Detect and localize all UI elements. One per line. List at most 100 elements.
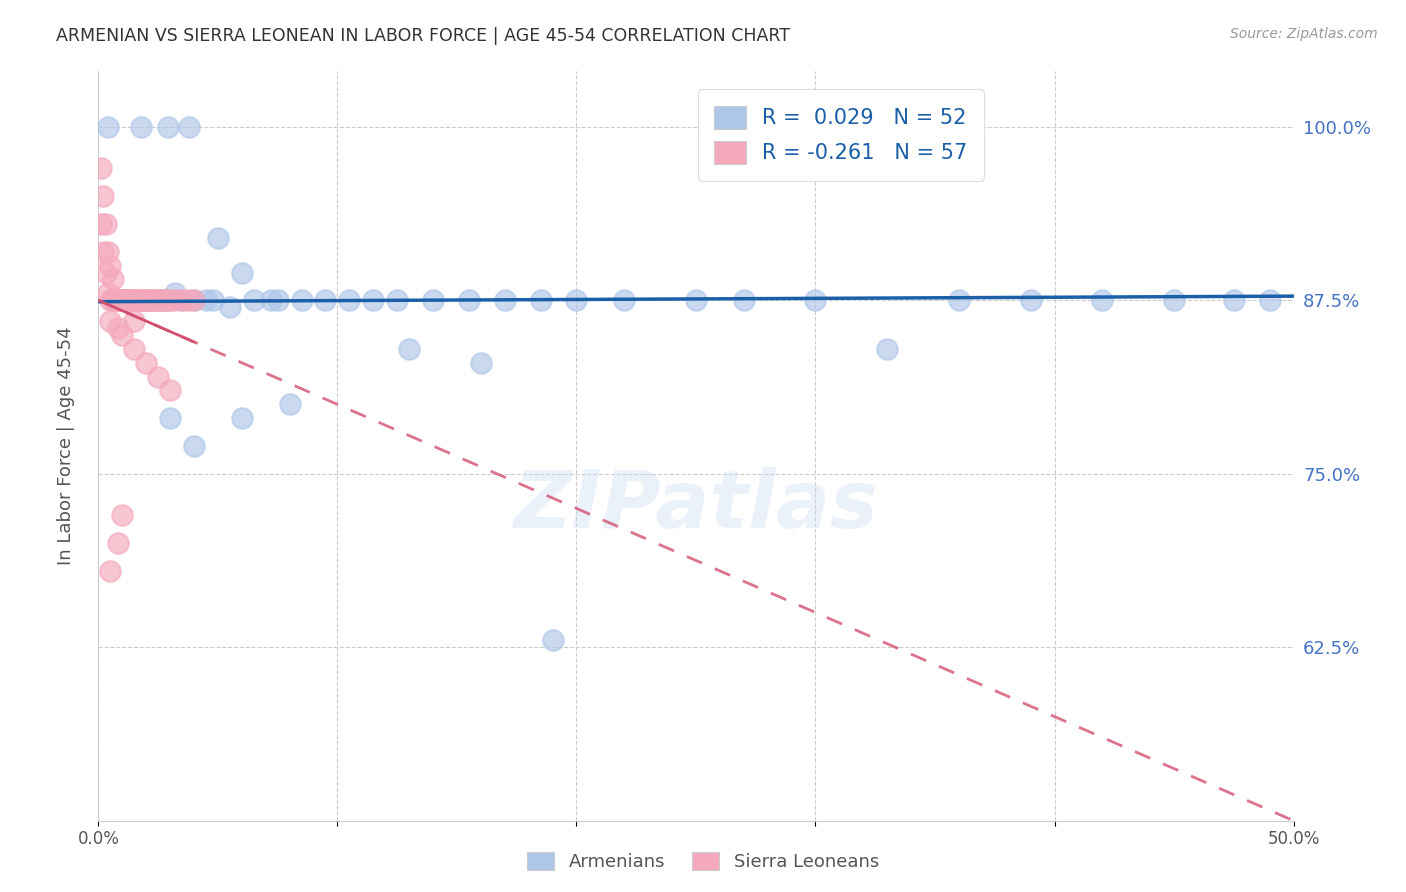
Point bbox=[131, 120, 153, 134]
Text: ARMENIAN VS SIERRA LEONEAN IN LABOR FORCE | AGE 45-54 CORRELATION CHART: ARMENIAN VS SIERRA LEONEAN IN LABOR FORC… bbox=[56, 27, 790, 45]
Point bbox=[124, 293, 146, 308]
Point bbox=[107, 293, 129, 308]
Point bbox=[1019, 293, 1042, 308]
Point bbox=[159, 411, 181, 425]
Point bbox=[94, 266, 117, 280]
Point bbox=[172, 293, 194, 308]
Point bbox=[148, 293, 170, 308]
Point bbox=[91, 244, 114, 259]
Point bbox=[97, 120, 120, 134]
Point bbox=[98, 259, 122, 273]
Point bbox=[530, 293, 553, 308]
Point bbox=[259, 293, 281, 308]
Point bbox=[124, 293, 146, 308]
Point bbox=[398, 342, 420, 356]
Point bbox=[207, 231, 229, 245]
Point bbox=[267, 293, 290, 308]
Legend: R =  0.029   N = 52, R = -0.261   N = 57: R = 0.029 N = 52, R = -0.261 N = 57 bbox=[697, 89, 984, 180]
Point bbox=[118, 293, 141, 308]
Point bbox=[163, 293, 186, 308]
Point bbox=[385, 293, 409, 308]
Point bbox=[98, 564, 122, 578]
Point bbox=[685, 293, 707, 308]
Point bbox=[98, 314, 122, 328]
Point bbox=[135, 293, 157, 308]
Point bbox=[339, 293, 361, 308]
Point bbox=[231, 266, 253, 280]
Point bbox=[107, 293, 129, 308]
Point bbox=[163, 286, 186, 301]
Point bbox=[97, 286, 120, 301]
Point bbox=[108, 293, 131, 308]
Point bbox=[111, 293, 134, 308]
Point bbox=[422, 293, 444, 308]
Point bbox=[90, 161, 112, 176]
Point bbox=[156, 120, 179, 134]
Point bbox=[124, 314, 146, 328]
Point bbox=[124, 293, 146, 308]
Point bbox=[470, 356, 492, 370]
Point bbox=[1091, 293, 1114, 308]
Point bbox=[1163, 293, 1185, 308]
Point bbox=[97, 244, 120, 259]
Point bbox=[219, 300, 242, 314]
Point bbox=[135, 293, 157, 308]
Point bbox=[202, 293, 225, 308]
Point bbox=[148, 293, 170, 308]
Y-axis label: In Labor Force | Age 45-54: In Labor Force | Age 45-54 bbox=[56, 326, 75, 566]
Point bbox=[114, 293, 136, 308]
Point bbox=[107, 536, 129, 550]
Point bbox=[231, 411, 253, 425]
Point bbox=[115, 293, 138, 308]
Point bbox=[172, 293, 194, 308]
Text: ZIPatlas: ZIPatlas bbox=[513, 467, 879, 545]
Point bbox=[733, 293, 755, 308]
Point bbox=[139, 293, 162, 308]
Point bbox=[152, 293, 174, 308]
Point bbox=[565, 293, 588, 308]
Point bbox=[155, 293, 177, 308]
Point bbox=[139, 293, 162, 308]
Point bbox=[111, 508, 134, 523]
Point bbox=[115, 293, 138, 308]
Point bbox=[94, 217, 117, 231]
Point bbox=[98, 293, 122, 308]
Point bbox=[179, 120, 201, 134]
Point bbox=[107, 321, 129, 335]
Point bbox=[148, 369, 170, 384]
Point bbox=[159, 293, 181, 308]
Point bbox=[125, 293, 148, 308]
Point bbox=[1223, 293, 1246, 308]
Point bbox=[243, 293, 266, 308]
Point bbox=[104, 293, 127, 308]
Legend: Armenians, Sierra Leoneans: Armenians, Sierra Leoneans bbox=[520, 845, 886, 879]
Point bbox=[948, 293, 970, 308]
Point bbox=[111, 293, 134, 308]
Point bbox=[458, 293, 481, 308]
Point bbox=[183, 293, 205, 308]
Point bbox=[876, 342, 898, 356]
Point bbox=[541, 633, 564, 648]
Point bbox=[804, 293, 827, 308]
Point bbox=[494, 293, 516, 308]
Point bbox=[101, 272, 124, 286]
Point bbox=[111, 293, 134, 308]
Point bbox=[179, 293, 201, 308]
Point bbox=[107, 293, 129, 308]
Point bbox=[291, 293, 314, 308]
Point bbox=[363, 293, 385, 308]
Point bbox=[128, 293, 150, 308]
Point bbox=[613, 293, 636, 308]
Point bbox=[114, 293, 136, 308]
Point bbox=[183, 293, 205, 308]
Point bbox=[131, 293, 153, 308]
Point bbox=[145, 293, 167, 308]
Point bbox=[104, 293, 127, 308]
Point bbox=[111, 328, 134, 343]
Point bbox=[278, 397, 301, 411]
Point bbox=[183, 439, 205, 453]
Point bbox=[1258, 293, 1281, 308]
Point bbox=[315, 293, 337, 308]
Point bbox=[159, 384, 181, 398]
Point bbox=[108, 293, 131, 308]
